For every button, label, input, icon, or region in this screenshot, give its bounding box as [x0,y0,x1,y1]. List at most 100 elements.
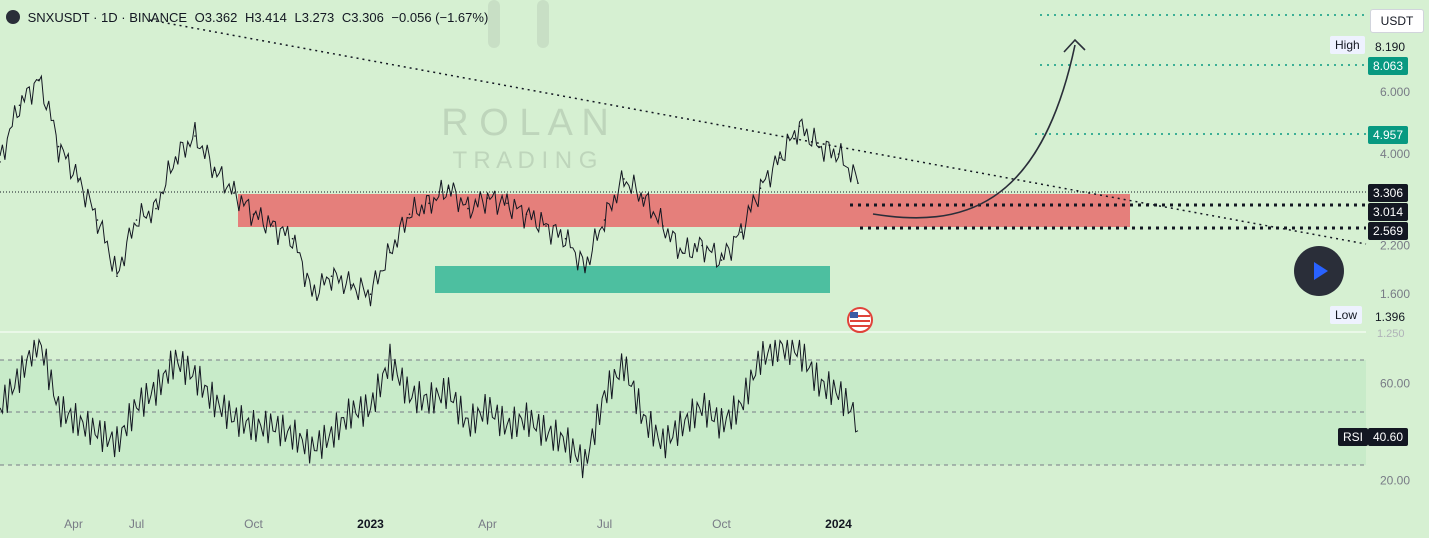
price-point [350,284,352,286]
rsi-tick-label: 60.00 [1380,377,1410,391]
price-point [603,219,606,221]
price-point [564,237,567,240]
symbol-header: SNXUSDT · 1D · BINANCE O3.362 H3.414 L3.… [6,10,492,25]
price-point [701,244,703,247]
price-point [389,251,391,254]
price-tick-label: 2.200 [1380,239,1410,253]
ohlc-close: C3.306 [341,10,384,25]
price-point [428,202,430,205]
high-value: 8.190 [1375,40,1406,54]
play-button[interactable] [1294,246,1344,296]
low-label: Low [1330,306,1363,324]
price-axis-ticks: 6.000 4.000 2.200 1.600 60.00 20.00 [1380,85,1410,488]
price-point [77,178,79,180]
price-point [213,169,216,171]
time-tick-label: Jul [129,517,144,531]
price-point [252,213,255,215]
price-line[interactable] [0,74,859,307]
price-point [759,187,762,189]
price-point [272,225,274,227]
price-point [642,197,645,199]
time-tick-label: Jul [597,517,612,531]
time-tick-label: Apr [478,517,497,531]
price-point [798,125,801,127]
price-point [623,178,625,180]
ohlc-low: L3.273 [294,10,335,25]
rsi-tick-label: 20.00 [1380,474,1410,488]
rsi-value: 40.60 [1368,428,1409,446]
level-label-4957: 4.957 [1368,126,1409,144]
price-tick-label: 6.000 [1380,85,1410,99]
watermark-line1: R O L A N [441,102,609,144]
price-point [57,145,60,148]
price-point [408,213,411,215]
resistance-zone[interactable] [238,194,1130,227]
price-point [447,187,450,189]
price-point [837,153,840,155]
price-point [662,225,664,227]
low-value: 1.396 [1375,310,1406,324]
price-point [467,207,469,210]
time-axis-ticks: Apr Jul Oct 2023 Apr Jul Oct 2024 [64,517,852,531]
time-tick-label: Oct [712,517,731,531]
us-flag-icon[interactable] [847,307,873,333]
price-point [0,161,1,163]
symbol-title[interactable]: SNXUSDT · 1D · BINANCE [27,10,188,25]
price-series [0,74,859,307]
watermark-logo-bar [537,0,549,48]
price-point [96,219,99,221]
ohlc-open: O3.362 [194,10,238,25]
time-tick-label: 2024 [825,517,852,531]
watermark-line2: T R A D I N G [453,147,598,174]
projection-arrow[interactable] [872,44,1076,219]
price-point [38,79,40,81]
price-point [779,157,781,159]
level-label-2569: 2.569 [1368,222,1409,240]
price-point [857,182,859,184]
price-point [506,202,508,205]
price-tick-label: 4.000 [1380,147,1410,161]
price-point [486,197,489,199]
price-point [681,251,684,254]
level-label-8063: 8.063 [1368,57,1409,75]
price-point [233,192,235,194]
price-point [155,207,157,210]
price-point [369,293,372,296]
price-point [291,237,294,240]
play-icon [1314,262,1328,280]
price-point [818,145,820,148]
ohlc-change: −0.056 (−1.67%) [391,10,489,25]
currency-selector[interactable]: USDT [1370,9,1424,33]
watermark-logo-bar [488,0,500,48]
price-point [545,225,547,227]
time-tick-label: Oct [244,517,263,531]
descending-trendline[interactable] [149,19,1367,245]
price-point [174,157,177,159]
price-point [525,213,528,215]
symbol-logo-icon [6,10,20,24]
rsi-label: RSI [1338,428,1369,446]
cut-tick-label: 1.250 [1377,328,1405,340]
price-point [135,219,138,221]
support-zone[interactable] [435,266,830,293]
price-point [194,135,196,137]
price-tick-label: 1.600 [1380,287,1410,301]
price-point [584,267,586,269]
price-point [116,275,118,278]
ohlc-high: H3.414 [244,10,287,25]
watermark: R O L A N T R A D I N G [441,0,609,174]
rsi-line[interactable] [0,338,859,479]
price-point [311,293,313,296]
rsi-series [0,338,859,479]
price-point [740,231,742,233]
price-point [18,104,21,107]
price-point [720,259,723,261]
time-tick-label: Apr [64,517,83,531]
price-point [330,275,333,278]
current-price-label: 3.306 [1368,184,1409,202]
level-label-3014: 3.014 [1368,203,1409,221]
high-label: High [1330,36,1365,54]
time-tick-label: 2023 [357,517,384,531]
